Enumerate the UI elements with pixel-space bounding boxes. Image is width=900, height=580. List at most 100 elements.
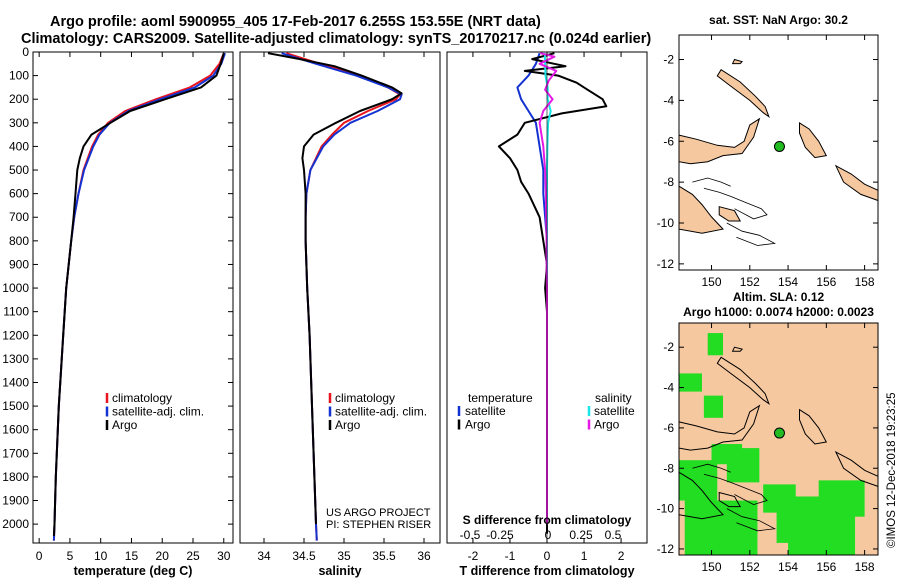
sla_map-subtitle: Argo h1000: 0.0074 h2000: 0.0023 <box>683 305 874 319</box>
sst_map-new-guinea-landmass <box>678 117 761 165</box>
y-tick-label: 1100 <box>3 305 29 319</box>
sla_map-papua-south-coast <box>678 471 724 520</box>
x-tick-label: 0 <box>544 549 551 563</box>
map-x-tick-label: 152 <box>740 275 760 289</box>
map-x-tick-label: 154 <box>778 275 798 289</box>
temperature-panel: 0100200300400500600700800900100011001200… <box>2 45 234 578</box>
map-x-tick-label: 158 <box>855 275 875 289</box>
y-tick-label: 500 <box>9 163 29 177</box>
y-tick-label: 200 <box>9 92 29 106</box>
sst_map-new-ireland <box>716 69 770 119</box>
x-tick-label: 10 <box>94 549 108 563</box>
map-y-tick-label: -6 <box>663 421 674 435</box>
y-tick-label: 1800 <box>2 470 29 484</box>
figure-title-line2: Climatology: CARS2009. Satellite-adjuste… <box>21 31 651 47</box>
x-tick-label: 1 <box>581 549 588 563</box>
sla_map-title: Altim. SLA: 0.12 <box>733 290 825 304</box>
us-argo-project-label: US ARGO PROJECT <box>326 507 431 519</box>
map-x-tick-label: 150 <box>702 275 722 289</box>
sla-map-panel: 150 152 154 156 158 -2 -4 -6 -8 -10 -12 Altim. SLA:… <box>657 290 879 574</box>
map-x-tick-label: 156 <box>816 275 836 289</box>
difference-series-argo_salinity <box>538 52 558 525</box>
sla_map-reef-outline <box>703 473 768 506</box>
y-tick-label: 1900 <box>2 494 29 508</box>
y-tick-label: 800 <box>9 234 29 248</box>
sla-positive-patch <box>818 480 865 517</box>
sla-positive-patch <box>679 373 702 392</box>
y-tick-label: 400 <box>9 139 29 153</box>
map-y-tick-label: -12 <box>657 257 675 271</box>
map-x-tick-label: 154 <box>778 560 798 574</box>
x-tick-label: 36 <box>417 549 431 563</box>
salinity-panel: 34 34.5 35 35.5 36 salinity climatologysatelli… <box>239 51 441 578</box>
sla_map-bougainville <box>799 408 828 445</box>
temperature-legend-label: Argo <box>112 418 138 432</box>
map-x-tick-label: 152 <box>740 560 760 574</box>
x2-tick-label: 0 <box>545 528 552 542</box>
figure-title-line1: Argo profile: aoml 5900955_405 17-Feb-20… <box>50 14 541 30</box>
sst_map-reef-outline <box>726 222 777 246</box>
temperature-series-argo <box>52 52 225 536</box>
map-y-tick-label: -8 <box>663 175 674 189</box>
x2-label: S difference from climatology <box>463 513 632 527</box>
y-tick-label: 0 <box>22 45 29 59</box>
legend-salinity-title: salinity <box>595 391 632 405</box>
y-tick-label: 1500 <box>2 399 29 413</box>
x-tick-label: 5 <box>67 549 74 563</box>
x-tick-label: 15 <box>125 549 139 563</box>
map-y-tick-label: -10 <box>657 216 675 230</box>
temperature-xlabel: temperature (deg C) <box>74 564 193 578</box>
difference-xlabel: T difference from climatology <box>459 564 634 578</box>
salinity-frame <box>239 51 441 544</box>
x-tick-label: 2 <box>618 549 625 563</box>
sla_map-dentrecasteaux <box>718 491 742 508</box>
sla_map-reef-outline <box>692 463 731 473</box>
sla-positive-patch <box>703 395 724 418</box>
sla_map-manus-island <box>731 346 744 352</box>
sst-map-panel: 150 152 154 156 158 -2 -4 -6 -8 -10 -12 sat. SST: N… <box>657 13 879 289</box>
legend-t-label: Argo <box>465 418 491 432</box>
x-tick-label: 30 <box>217 549 231 563</box>
sst_map-papua-south-coast <box>678 185 724 234</box>
sla_map-new-ireland <box>716 356 770 406</box>
y-tick-label: 1300 <box>2 352 29 366</box>
sst_map-manus-island <box>731 58 744 65</box>
y-tick-label: 1200 <box>2 328 29 342</box>
map-y-tick-label: -6 <box>663 134 674 148</box>
sla_map-new-guinea-landmass <box>678 404 761 451</box>
salinity-legend-label: climatology <box>335 391 395 405</box>
x2-tick-label: -0.25 <box>486 528 514 542</box>
legend-s-label: satellite <box>594 404 635 418</box>
sla-positive-patch <box>684 500 758 555</box>
x2-tick-label: -0.5 <box>460 528 481 542</box>
x2-tick-label: 0.5 <box>605 528 622 542</box>
map-y-tick-label: -2 <box>663 53 674 67</box>
map-x-tick-label: 150 <box>702 560 722 574</box>
y-tick-label: 300 <box>9 116 29 130</box>
x-tick-label: 35 <box>337 549 351 563</box>
sst_map-bougainville <box>799 121 828 159</box>
temperature-legend-label: climatology <box>112 391 172 405</box>
salinity-series-argo <box>267 52 403 525</box>
sla-positive-patch <box>679 460 718 501</box>
y-tick-label: 100 <box>9 69 29 83</box>
legend-temperature-title: temperature <box>468 391 533 405</box>
y-tick-label: 1400 <box>2 375 29 389</box>
y-tick-label: 1000 <box>2 281 29 295</box>
x2-tick-label: 0.25 <box>569 528 593 542</box>
sla_map-frame <box>678 322 879 556</box>
sla_map-profile-marker <box>773 427 785 439</box>
y-tick-label: 1600 <box>2 423 29 437</box>
x-tick-label: 25 <box>186 549 200 563</box>
sst_map-dentrecasteaux <box>718 206 742 222</box>
salinity-legend-label: Argo <box>335 418 361 432</box>
difference-panel: -2 -1 0 1 2T difference from climatology S di… <box>446 51 648 578</box>
imos-timestamp: ©IMOS 12-Dec-2018 19:23:25 <box>886 392 898 548</box>
x-tick-label: 35.5 <box>372 549 396 563</box>
x-tick-label: -1 <box>505 549 516 563</box>
y-tick-label: 1700 <box>2 446 29 460</box>
sla-positive-patch <box>711 444 743 465</box>
temperature-frame <box>32 51 234 544</box>
sst_map-reef-outline <box>692 177 731 187</box>
